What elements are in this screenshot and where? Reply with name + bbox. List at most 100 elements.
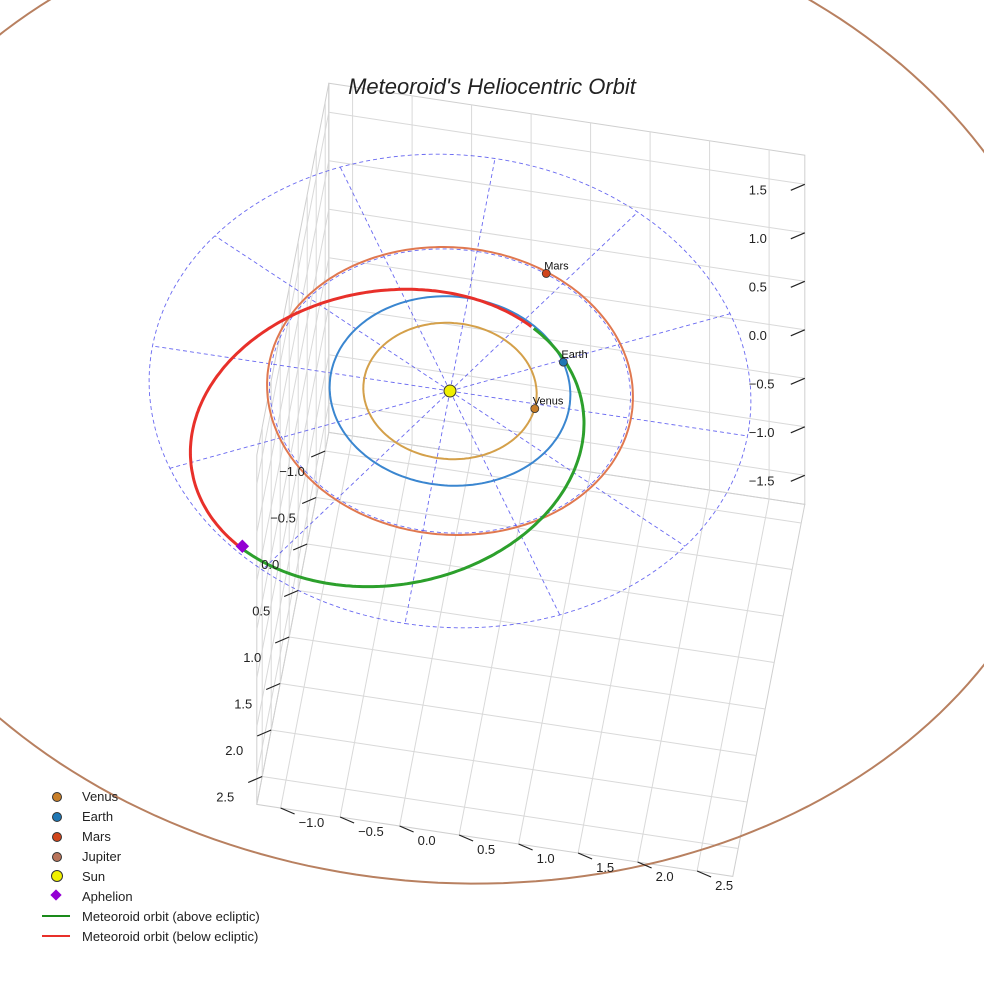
gridline-floor-y (399, 453, 473, 827)
gridline-wall-z2 (256, 306, 330, 679)
z-tick (790, 474, 806, 482)
legend-label: Sun (82, 868, 106, 884)
gridline-wall-z2 (256, 112, 330, 485)
sun-marker (443, 384, 457, 398)
legend-line-icon (42, 915, 70, 917)
legend-key (40, 846, 74, 866)
z-tick (790, 377, 806, 385)
gridline-floor-y (696, 498, 770, 872)
radial-spoke (449, 390, 748, 437)
legend-label: Jupiter (82, 848, 122, 864)
radial-spoke (449, 390, 561, 616)
gridline-floor-y (518, 471, 592, 845)
y-tick (696, 870, 712, 878)
gridline-wall-z2 (256, 209, 330, 582)
orbit-venus (362, 321, 538, 461)
z-tick (790, 426, 806, 434)
reference-circles (148, 153, 752, 629)
legend-label: Earth (82, 808, 114, 824)
x-tick-label: 1.5 (234, 697, 252, 712)
z-tick-label: 1.5 (749, 182, 767, 197)
z-tick-label: 1.0 (749, 231, 767, 246)
legend-label: Venus (82, 788, 119, 804)
gridline-floor-y (280, 435, 354, 809)
x-tick-label: 0.0 (261, 557, 279, 572)
radial-spoke (449, 390, 686, 547)
y-tick (339, 816, 355, 824)
z-tick-label: −1.5 (749, 473, 775, 488)
legend-dot-icon (52, 852, 62, 862)
legend-key (40, 866, 74, 886)
z-tick-label: −0.5 (749, 376, 775, 391)
legend-label: Mars (82, 828, 111, 844)
x-tick (310, 450, 326, 458)
gridline-floor-x (298, 590, 775, 663)
chart-title: Meteoroid's Heliocentric Orbit (348, 74, 636, 99)
gridline-floor-x (289, 636, 766, 710)
x-tick (265, 682, 281, 691)
x-tick-label: 2.0 (225, 743, 243, 758)
aphelion-marker (235, 539, 250, 553)
y-tick-label: 2.5 (715, 878, 733, 893)
planet-marker-venus (530, 404, 540, 414)
z-tick-label: −1.0 (749, 425, 775, 440)
y-tick (458, 834, 474, 842)
y-tick-label: 0.5 (477, 842, 495, 857)
z-tick-label: 0.5 (749, 279, 767, 294)
orbit-mars (266, 246, 634, 536)
gridline-wall-z2 (256, 160, 330, 533)
gridline-floor-x (262, 776, 739, 849)
back-wall-y (256, 83, 330, 805)
gridline-wall-z1 (328, 111, 805, 185)
axis-ticks: −1.0 −0.5 0.0 0.5 1.0 1.5 2.0 2.5 −1.0 −0.5 0.0 0.5… (216, 182, 806, 893)
gridline-floor-x (316, 497, 793, 570)
legend-line-icon (42, 935, 70, 937)
y-tick-label: 2.0 (656, 869, 674, 884)
radial-spoke (339, 166, 451, 392)
x-tick-label: 1.0 (243, 650, 261, 665)
y-tick (637, 861, 652, 869)
radial-spoke (449, 211, 639, 392)
gridline-floor-y (577, 480, 651, 854)
gridline-wall-z2 (256, 257, 330, 630)
gridline-wall-z1 (328, 402, 805, 476)
gridline-floor-y (637, 489, 711, 863)
x-tick (256, 729, 272, 737)
planet-label-mars: Mars (544, 260, 569, 272)
axis-panes (256, 82, 806, 877)
y-tick-label: −1.0 (299, 815, 325, 830)
meteoroid-orbit (188, 287, 586, 589)
legend-dot-icon (52, 812, 62, 822)
legend-key (40, 786, 74, 806)
y-tick-label: 1.5 (596, 860, 614, 875)
legend-entry: Earth (40, 806, 260, 826)
gridline-wall-z1 (328, 208, 805, 282)
y-tick (577, 852, 593, 860)
y-tick-label: −0.5 (358, 824, 384, 839)
legend-label: Aphelion (82, 888, 133, 904)
gridline-wall-z1 (328, 354, 805, 428)
meteoroid-orbit-above (239, 327, 586, 589)
gridline-floor-y (339, 444, 413, 818)
z-tick (790, 329, 806, 337)
planet-marker-earth (558, 357, 568, 367)
planet-label-earth: Earth (561, 349, 587, 361)
x-tick (274, 636, 290, 644)
gridline-wall-z1 (328, 160, 805, 234)
legend: Venus Earth Mars Jupiter Sun Aphelion Meteoroi… (40, 786, 260, 946)
planet-orbits (0, 0, 984, 885)
y-tick (280, 807, 295, 815)
legend-entry: Meteoroid orbit (below ecliptic) (40, 926, 260, 946)
gridline-floor-y (458, 462, 532, 836)
gridline-wall-z2 (256, 403, 330, 776)
gridline-floor-x (325, 450, 802, 524)
x-tick-label: −0.5 (270, 511, 296, 526)
legend-entry: Aphelion (40, 886, 260, 906)
planet-markers: Venus Earth Mars (235, 260, 588, 553)
gridline-floor-x (271, 729, 748, 803)
gridline-wall-z1 (328, 305, 805, 379)
orbit-jupiter (0, 0, 984, 885)
legend-dot-icon (52, 792, 62, 802)
